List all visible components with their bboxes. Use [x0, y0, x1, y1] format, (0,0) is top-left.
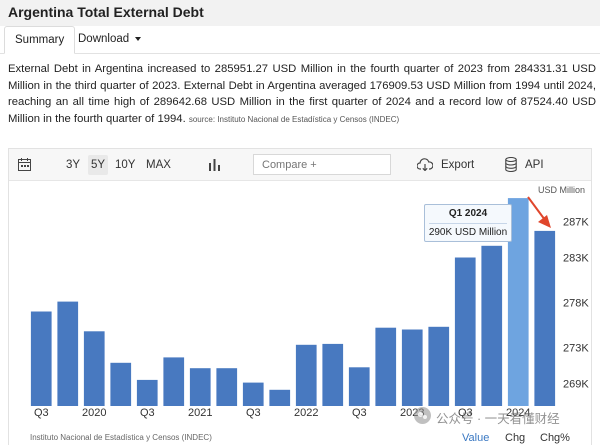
wechat-logo [414, 407, 431, 424]
export-button[interactable]: Export [441, 159, 475, 171]
watermark-text: 公众号 · 一天看懂财经 [436, 412, 560, 426]
range-5y[interactable]: 5Y [88, 155, 109, 175]
page-title: Argentina Total External Debt [8, 4, 204, 20]
bar-q1-2022[interactable] [295, 344, 317, 406]
bar-q4-2022[interactable] [375, 327, 397, 406]
database-icon[interactable] [505, 157, 517, 172]
bar-q3-2022[interactable] [348, 367, 370, 406]
bar-q3-2020[interactable] [136, 379, 158, 406]
tab-bar: Summary Download [0, 26, 600, 54]
tab-summary[interactable]: Summary [4, 26, 76, 54]
footer-tab-chg-pct[interactable]: Chg% [540, 432, 570, 444]
bar-q2-2021[interactable] [216, 368, 238, 406]
tooltip-date: Q1 2024 [448, 208, 488, 219]
range-10y[interactable]: 10Y [115, 159, 136, 171]
compare-input[interactable] [253, 154, 391, 175]
bar-q4-2019[interactable] [57, 301, 79, 406]
bar-q2-2024[interactable] [534, 230, 556, 406]
range-3y[interactable]: 3Y [66, 159, 81, 171]
bar-q3-2019[interactable] [30, 311, 52, 407]
chart-tooltip: Q1 2024 290K USD Million [424, 204, 512, 242]
footer-source: Instituto Nacional de Estadística y Cens… [30, 433, 212, 442]
tooltip-value: 290K USD Million [428, 227, 508, 238]
description: External Debt in Argentina increased to … [8, 61, 596, 128]
cloud-download-icon[interactable] [417, 158, 433, 171]
bar-q1-2021[interactable] [189, 368, 211, 406]
footer-tab-chg[interactable]: Chg [505, 432, 526, 444]
bar-q2-2020[interactable] [110, 362, 132, 406]
chart-panel: 3Y 5Y 10Y MAX Export API [8, 148, 592, 445]
chevron-down-icon [135, 36, 142, 41]
calendar-icon[interactable] [18, 158, 31, 171]
tooltip-divider [429, 223, 507, 224]
bar-q1-2023[interactable] [401, 329, 423, 407]
watermark: 公众号 · 一天看懂财经 [410, 405, 600, 427]
footer-tab-value[interactable]: Value [462, 432, 490, 444]
bar-q2-2023[interactable] [428, 326, 450, 406]
bar-q1-2024[interactable] [507, 198, 529, 406]
range-max[interactable]: MAX [146, 159, 171, 171]
tab-download-label: Download [78, 33, 130, 45]
api-button[interactable]: API [525, 159, 544, 171]
bar-q4-2020[interactable] [163, 357, 185, 406]
chart-toolbar: 3Y 5Y 10Y MAX Export API [9, 149, 591, 181]
bar-q2-2022[interactable] [322, 343, 344, 406]
tab-download[interactable]: Download [72, 26, 147, 54]
bar-q4-2021[interactable] [269, 389, 291, 406]
bar-q1-2020[interactable] [83, 331, 105, 406]
bar-q3-2023[interactable] [454, 257, 476, 407]
title-bar: Argentina Total External Debt [0, 0, 600, 26]
bar-chart-icon[interactable] [208, 158, 221, 171]
description-source: source: Instituto Nacional de Estadístic… [188, 114, 400, 124]
bar-q3-2021[interactable] [242, 382, 264, 406]
description-text: External Debt in Argentina increased to … [8, 63, 596, 125]
bar-q4-2023[interactable] [481, 245, 503, 406]
